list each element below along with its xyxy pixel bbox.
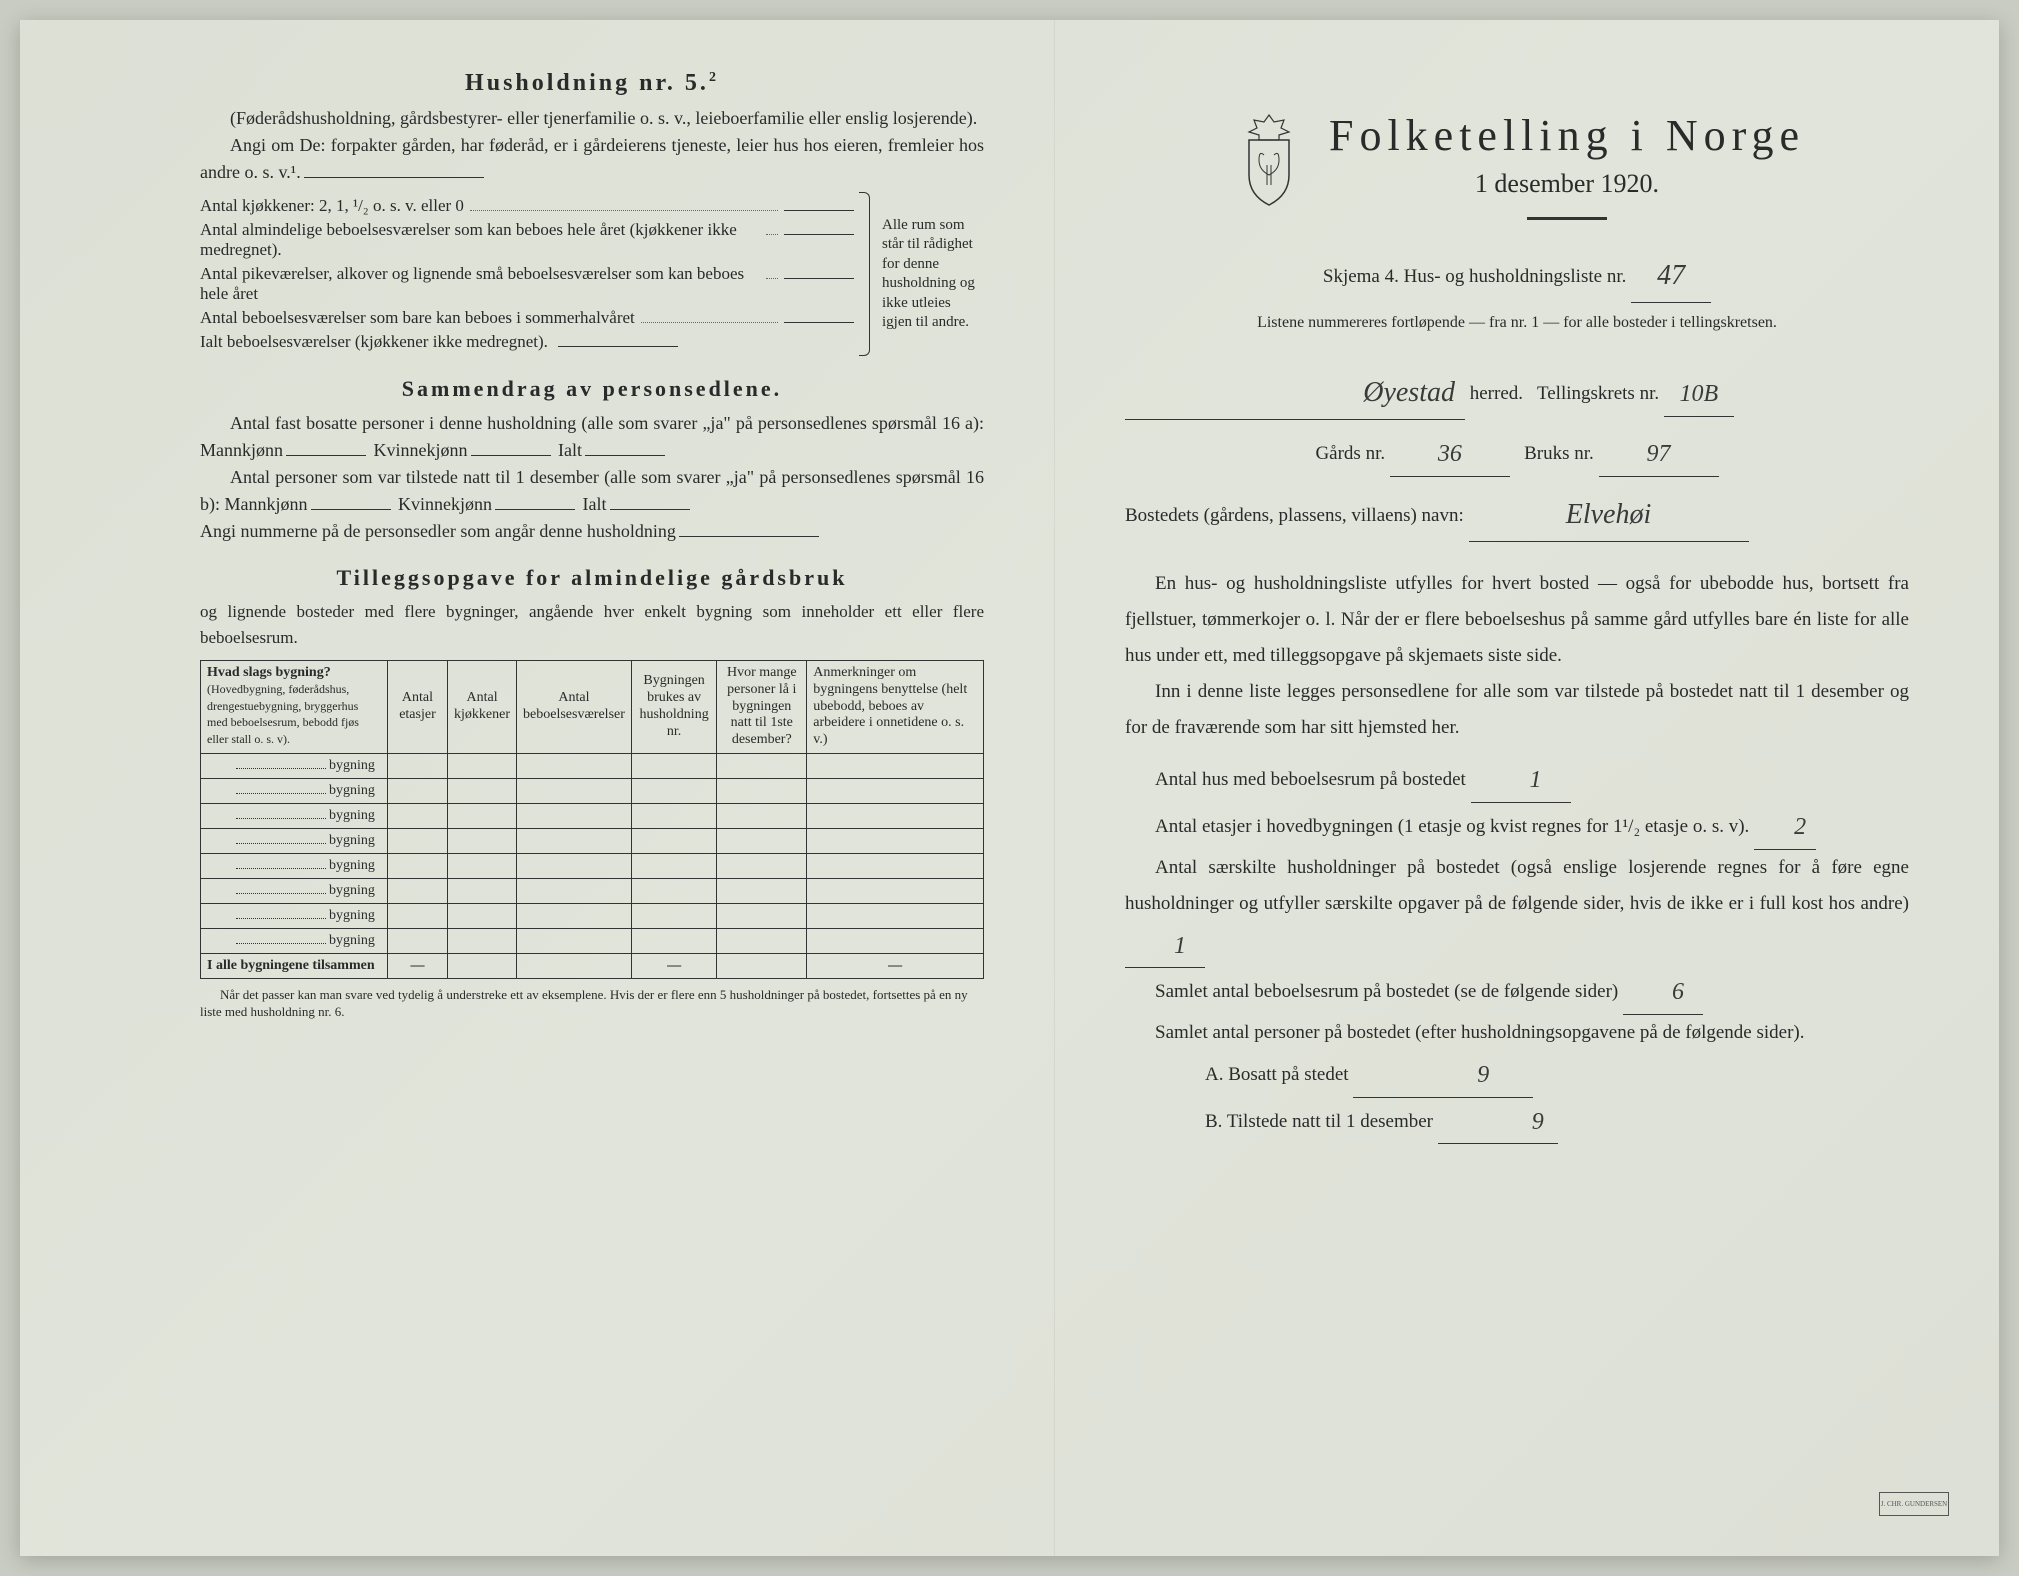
listene-note: Listene nummereres fortløpende — fra nr.… bbox=[1125, 311, 1909, 335]
q1-line: Antal hus med beboelsesrum på bostedet 1 bbox=[1125, 756, 1909, 803]
col-beboelse: Antal beboelsesværelser bbox=[517, 661, 632, 754]
q4-value: 6 bbox=[1672, 979, 1684, 1005]
sam-line-2: Antal personer som var tilstede natt til… bbox=[200, 464, 984, 518]
brace-note: Alle rum som står til rådighet for denne… bbox=[874, 192, 984, 356]
col-kjokkener: Antal kjøkkener bbox=[448, 661, 517, 754]
q2-line: Antal etasjer i hovedbygningen (1 etasje… bbox=[1125, 803, 1909, 850]
q1-value: 1 bbox=[1530, 767, 1542, 793]
right-page: Folketelling i Norge 1 desember 1920. Sk… bbox=[1055, 20, 1999, 1556]
qB-line: B. Tilstede natt til 1 desember 9 bbox=[1125, 1098, 1909, 1145]
skjema-line: Skjema 4. Hus- og husholdningsliste nr. … bbox=[1125, 246, 1909, 303]
para2: Inn i denne liste legges personsedlene f… bbox=[1125, 674, 1909, 746]
col-etasjer: Antal etasjer bbox=[387, 661, 447, 754]
q4-line: Samlet antal beboelsesrum på bostedet (s… bbox=[1125, 968, 1909, 1015]
q3-line: Antal særskilte husholdninger på bostede… bbox=[1125, 850, 1909, 969]
room3-label: Antal beboelsesværelser som bare kan beb… bbox=[200, 308, 635, 328]
tellingskrets-value: 10B bbox=[1680, 381, 1719, 407]
bostedets-value: Elvehøi bbox=[1566, 499, 1652, 530]
room1-label: Antal almindelige beboelsesværelser som … bbox=[200, 220, 760, 260]
col-brukes: Bygningen brukes av husholdning nr. bbox=[631, 661, 716, 754]
sam-line-1: Antal fast bosatte personer i denne hush… bbox=[200, 410, 984, 464]
q2-value: 2 bbox=[1794, 814, 1806, 840]
herred-value: Øyestad bbox=[1363, 377, 1455, 408]
tillegg-title: Tilleggsopgave for almindelige gårdsbruk bbox=[200, 565, 984, 591]
left-footnote: Når det passer kan man svare ved tydelig… bbox=[200, 987, 984, 1021]
room-total-label: Ialt beboelsesværelser (kjøkkener ikke m… bbox=[200, 332, 548, 352]
gards-line: Gårds nr. 36 Bruks nr. 97 bbox=[1125, 428, 1909, 477]
census-date: 1 desember 1920. bbox=[1329, 169, 1805, 199]
husholdning-title: Husholdning nr. 5.2 bbox=[200, 70, 984, 97]
col-anmerk: Anmerkninger om bygningens benyttelse (h… bbox=[807, 661, 984, 754]
sam-line-3: Angi nummerne på de personsedler som ang… bbox=[200, 518, 984, 545]
para1: En hus- og husholdningsliste utfylles fo… bbox=[1125, 566, 1909, 674]
printer-stamp: J. CHR. GUNDERSEN bbox=[1879, 1492, 1949, 1516]
coat-of-arms-icon bbox=[1229, 110, 1309, 210]
bygning-rows: bygning bygning bygning bygning bygning … bbox=[201, 753, 984, 978]
bruks-value: 97 bbox=[1647, 441, 1671, 467]
col-personer: Hvor mange personer lå i bygningen natt … bbox=[717, 661, 807, 754]
tillegg-sub: og lignende bosteder med flere bygninger… bbox=[200, 599, 984, 650]
qB-value: 9 bbox=[1532, 1109, 1544, 1135]
room2-label: Antal pikeværelser, alkover og lignende … bbox=[200, 264, 760, 304]
census-document: Husholdning nr. 5.2 (Føderådshusholdning… bbox=[20, 20, 1999, 1556]
total-row-label: I alle bygningene tilsammen bbox=[201, 953, 388, 978]
q3-value: 1 bbox=[1174, 933, 1186, 959]
left-page: Husholdning nr. 5.2 (Føderådshusholdning… bbox=[20, 20, 1055, 1556]
rooms-brace-group: Antal kjøkkener: 2, 1, ¹/₂ o. s. v. elle… bbox=[200, 192, 984, 356]
h5-desc-2: Angi om De: forpakter gården, har føderå… bbox=[200, 132, 984, 186]
q5-line: Samlet antal personer på bostedet (efter… bbox=[1125, 1015, 1909, 1051]
sammendrag-title: Sammendrag av personsedlene. bbox=[200, 376, 984, 402]
qA-line: A. Bosatt på stedet 9 bbox=[1125, 1051, 1909, 1098]
qA-value: 9 bbox=[1477, 1062, 1489, 1088]
bostedets-line: Bostedets (gårdens, plassens, villaens) … bbox=[1125, 485, 1909, 542]
title-header: Folketelling i Norge 1 desember 1920. bbox=[1125, 110, 1909, 238]
bygning-table: Hvad slags bygning? (Hovedbygning, føder… bbox=[200, 660, 984, 979]
col-bygning: Hvad slags bygning? (Hovedbygning, føder… bbox=[201, 661, 388, 754]
h5-desc-1: (Føderådshusholdning, gårdsbestyrer- ell… bbox=[200, 105, 984, 132]
list-nr-value: 47 bbox=[1657, 260, 1685, 291]
herred-line: Øyestad herred. Tellingskrets nr. 10B bbox=[1125, 363, 1909, 420]
main-title: Folketelling i Norge bbox=[1329, 110, 1805, 161]
kjokken-label: Antal kjøkkener: 2, 1, ¹/₂ o. s. v. elle… bbox=[200, 196, 464, 216]
gards-value: 36 bbox=[1438, 441, 1462, 467]
